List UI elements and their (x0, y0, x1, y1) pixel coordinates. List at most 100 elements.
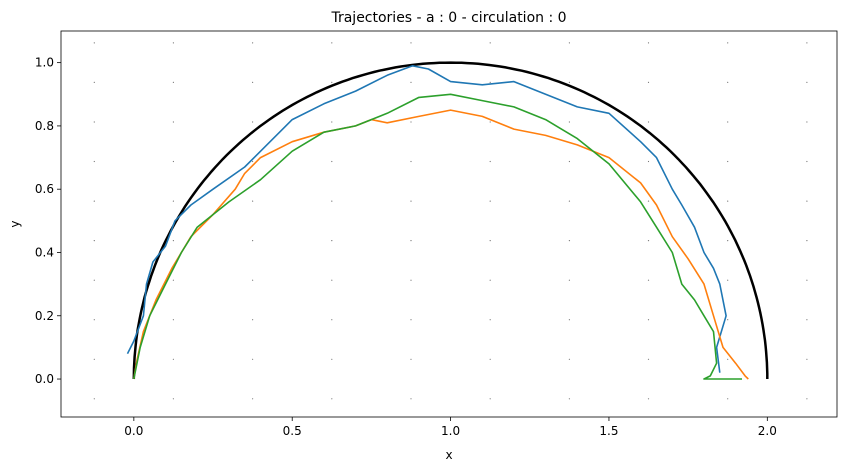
grid-dot (331, 160, 333, 163)
grid-dot (806, 81, 808, 83)
grid-dot (568, 319, 571, 321)
grid-dot (806, 279, 808, 281)
grid-dot (331, 240, 333, 242)
grid-dot (331, 81, 333, 83)
grid-dot (252, 358, 254, 360)
grid-dot (806, 160, 808, 163)
grid-dot (489, 200, 491, 202)
grid-dot (331, 121, 333, 123)
x-axis: 0.0 0.5 1.0 1.5 2.0 (124, 417, 777, 438)
grid-dot (647, 42, 650, 44)
grid-dot (93, 81, 95, 83)
grid-dot (647, 160, 650, 163)
grid-dot (331, 358, 333, 360)
y-tick-label: 0.4 (35, 245, 54, 259)
grid-dot (806, 319, 808, 321)
grid-dot (172, 279, 174, 281)
grid-dot (806, 42, 808, 44)
grid-dot (647, 319, 650, 321)
grid-dot (93, 240, 95, 242)
y-tick-label: 0.8 (35, 119, 54, 133)
grid-dot (410, 200, 412, 202)
grid-dot (172, 200, 174, 202)
series-lines (126, 65, 749, 380)
grid-dot (568, 279, 571, 281)
grid-dot (252, 398, 254, 400)
grid-dot (252, 240, 254, 242)
grid-dot (410, 398, 412, 400)
grid-dot (489, 319, 491, 321)
grid-dot (489, 240, 491, 242)
grid-dot (172, 240, 174, 242)
grid-dot (727, 240, 729, 242)
grid-dot (93, 398, 95, 400)
grid-dot (806, 121, 808, 123)
trajectory-line-1 (126, 65, 727, 373)
trajectory-line-2 (133, 109, 749, 380)
grid-dot (647, 279, 650, 281)
x-tick-label: 0.0 (124, 424, 143, 438)
grid-dot (568, 398, 571, 400)
y-tick-label: 1.0 (35, 56, 54, 70)
grid-dot (647, 200, 650, 202)
grid-dot (252, 279, 254, 281)
grid-dot (568, 200, 571, 202)
grid-dot (410, 42, 412, 44)
plot-background (61, 31, 837, 417)
grid-dot (172, 398, 174, 400)
grid-dot (727, 358, 729, 360)
grid-dot (331, 319, 333, 321)
grid-dot (331, 279, 333, 281)
grid-dot (252, 200, 254, 202)
grid-dot (806, 200, 808, 202)
grid-dot (252, 121, 254, 123)
trajectory-line-3 (133, 93, 742, 380)
y-tick-label: 0.0 (35, 372, 54, 386)
grid-dot (647, 81, 650, 83)
grid-dot (568, 121, 571, 123)
grid-dot (252, 81, 254, 83)
grid-dot (806, 358, 808, 360)
grid-dot (489, 279, 491, 281)
grid-dot (93, 42, 95, 44)
grid-dot (647, 358, 650, 360)
grid-dot (331, 398, 333, 400)
reference-semicircle (132, 61, 769, 380)
x-tick-label: 2.0 (758, 424, 777, 438)
grid-dot (93, 200, 95, 202)
grid-dot (93, 279, 95, 281)
reference-semicircle-path (132, 61, 769, 380)
grid-dot (489, 398, 491, 400)
y-axis: 0.0 0.2 0.4 0.6 0.8 1.0 (35, 56, 61, 386)
grid-dot (252, 42, 254, 44)
grid-dot (93, 358, 95, 360)
grid-dot (172, 81, 174, 83)
grid-dot (727, 398, 729, 400)
grid-dot (410, 81, 412, 83)
grid-dot (727, 42, 729, 44)
x-tick-label: 1.0 (441, 424, 460, 438)
y-tick-label: 0.6 (35, 182, 54, 196)
grid-dot (568, 81, 571, 83)
grid-dot (172, 319, 174, 321)
grid-dot (806, 398, 808, 400)
grid-dot (727, 160, 729, 163)
grid-dot (252, 160, 254, 163)
grid-dot (93, 160, 95, 163)
grid-dot (727, 319, 729, 321)
grid-dot (410, 279, 412, 281)
grid-dot (410, 160, 412, 163)
grid-dot (568, 160, 571, 163)
grid-dot (252, 319, 254, 321)
grid-dot (93, 121, 95, 123)
grid-dot (647, 240, 650, 242)
grid-dot (410, 319, 412, 321)
grid-dot (172, 160, 174, 163)
grid-dot (568, 358, 571, 360)
grid-dot (93, 319, 95, 321)
x-tick-label: 1.5 (599, 424, 618, 438)
grid-dot (489, 160, 491, 163)
grid-dots (93, 42, 808, 400)
x-tick-label: 0.5 (283, 424, 302, 438)
grid-dot (727, 200, 729, 202)
